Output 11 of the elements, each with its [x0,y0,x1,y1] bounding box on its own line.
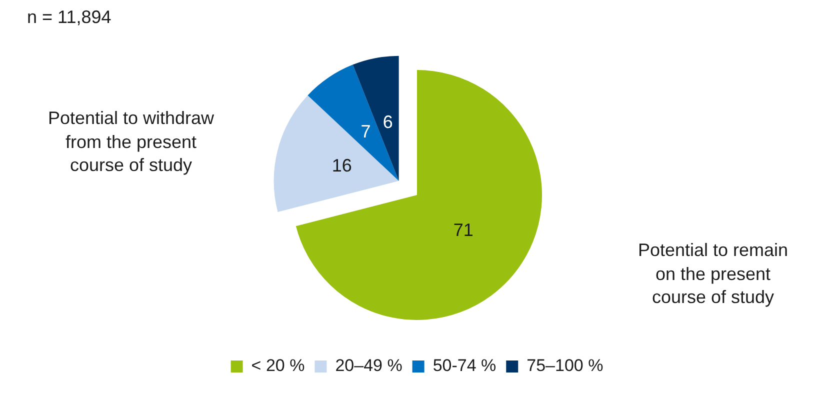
data-label: 16 [332,155,352,176]
legend-label: < 20 % [251,356,305,376]
text: Potential to remain on the present course of study [636,239,790,309]
data-label: 71 [453,220,474,240]
legend-label: 20–49 % [335,356,402,376]
data-label: 6 [382,112,393,132]
text: Potential to withdraw from the present course of study [46,107,216,177]
text: n = 11,894 [27,6,112,29]
data-label: 7 [360,121,371,142]
legend-label: 75–100 % [526,356,604,376]
legend-label: 50-74 % [432,356,496,376]
